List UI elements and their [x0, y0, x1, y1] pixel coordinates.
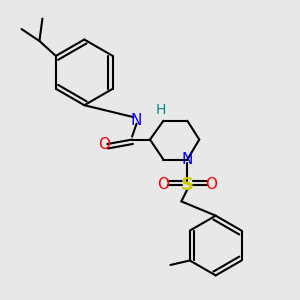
Text: O: O — [158, 177, 169, 192]
Text: N: N — [182, 152, 193, 167]
Text: O: O — [205, 177, 217, 192]
Text: O: O — [98, 136, 110, 152]
Text: N: N — [131, 112, 142, 128]
Text: S: S — [181, 176, 194, 194]
Text: H: H — [155, 103, 166, 117]
